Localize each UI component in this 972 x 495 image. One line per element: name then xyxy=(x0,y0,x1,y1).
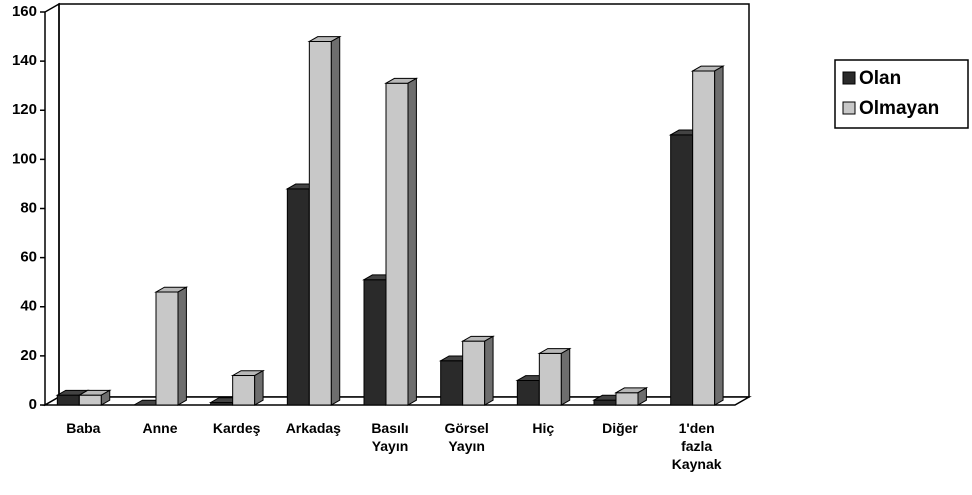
bar-side xyxy=(177,286,187,406)
plot-wall xyxy=(44,2,60,407)
bar-side xyxy=(100,389,111,406)
bar-front xyxy=(538,352,562,406)
bar xyxy=(690,65,725,406)
bar-side xyxy=(330,35,341,406)
y-tick-label: 100 xyxy=(12,150,37,167)
y-tick-label: 140 xyxy=(12,52,37,69)
y-tick-label: 160 xyxy=(12,3,37,20)
y-tick-label: 80 xyxy=(20,199,37,216)
y-tick-label: 0 xyxy=(29,396,37,413)
bar-front xyxy=(670,134,694,406)
bar-side xyxy=(637,387,647,406)
bar-side xyxy=(714,65,724,406)
x-tick-label: Anne xyxy=(142,420,178,436)
x-tick-label: Baba xyxy=(66,420,101,436)
bar-front xyxy=(363,279,387,406)
legend-swatch xyxy=(842,101,856,115)
x-tick-label: Diğer xyxy=(602,420,638,436)
bar-front xyxy=(615,392,639,406)
y-tick-label: 60 xyxy=(20,249,37,266)
bar-front xyxy=(308,40,332,406)
bar-front xyxy=(440,360,464,406)
bar-front xyxy=(385,82,409,406)
bar-front xyxy=(593,399,617,406)
bar-side xyxy=(407,77,417,406)
bar-front xyxy=(462,340,486,406)
bar-front xyxy=(155,291,179,406)
legend-label: Olan xyxy=(859,68,901,89)
bar-side xyxy=(560,347,571,406)
bar-front xyxy=(56,394,80,406)
bar-front xyxy=(286,188,310,406)
x-tick-label: 1'den fazla Kaynak xyxy=(671,420,722,472)
legend-label: Olmayan xyxy=(859,98,939,119)
bar xyxy=(614,387,649,406)
bar-front xyxy=(78,394,102,406)
x-tick-label: Hiç xyxy=(532,420,555,436)
x-tick-label: Basılı Yayın xyxy=(371,420,409,454)
bar xyxy=(307,35,342,406)
bar xyxy=(230,369,265,406)
legend-swatch xyxy=(842,71,856,85)
bar-front xyxy=(692,70,716,406)
bar-front xyxy=(232,375,256,406)
legend-box xyxy=(834,59,969,129)
bar xyxy=(537,347,572,406)
bar xyxy=(154,286,189,406)
bar xyxy=(460,335,495,406)
x-tick-label: Kardeş xyxy=(212,420,261,436)
y-tick-label: 120 xyxy=(12,101,37,118)
x-tick-label: Arkadaş xyxy=(285,420,341,436)
bar xyxy=(384,77,419,406)
bar-side xyxy=(254,369,264,406)
bar-front xyxy=(516,379,540,406)
bar xyxy=(77,389,112,406)
bar-side xyxy=(484,335,494,406)
x-tick-label: Görsel Yayın xyxy=(444,420,489,454)
y-tick-label: 20 xyxy=(20,347,37,364)
y-tick-label: 40 xyxy=(20,298,37,315)
